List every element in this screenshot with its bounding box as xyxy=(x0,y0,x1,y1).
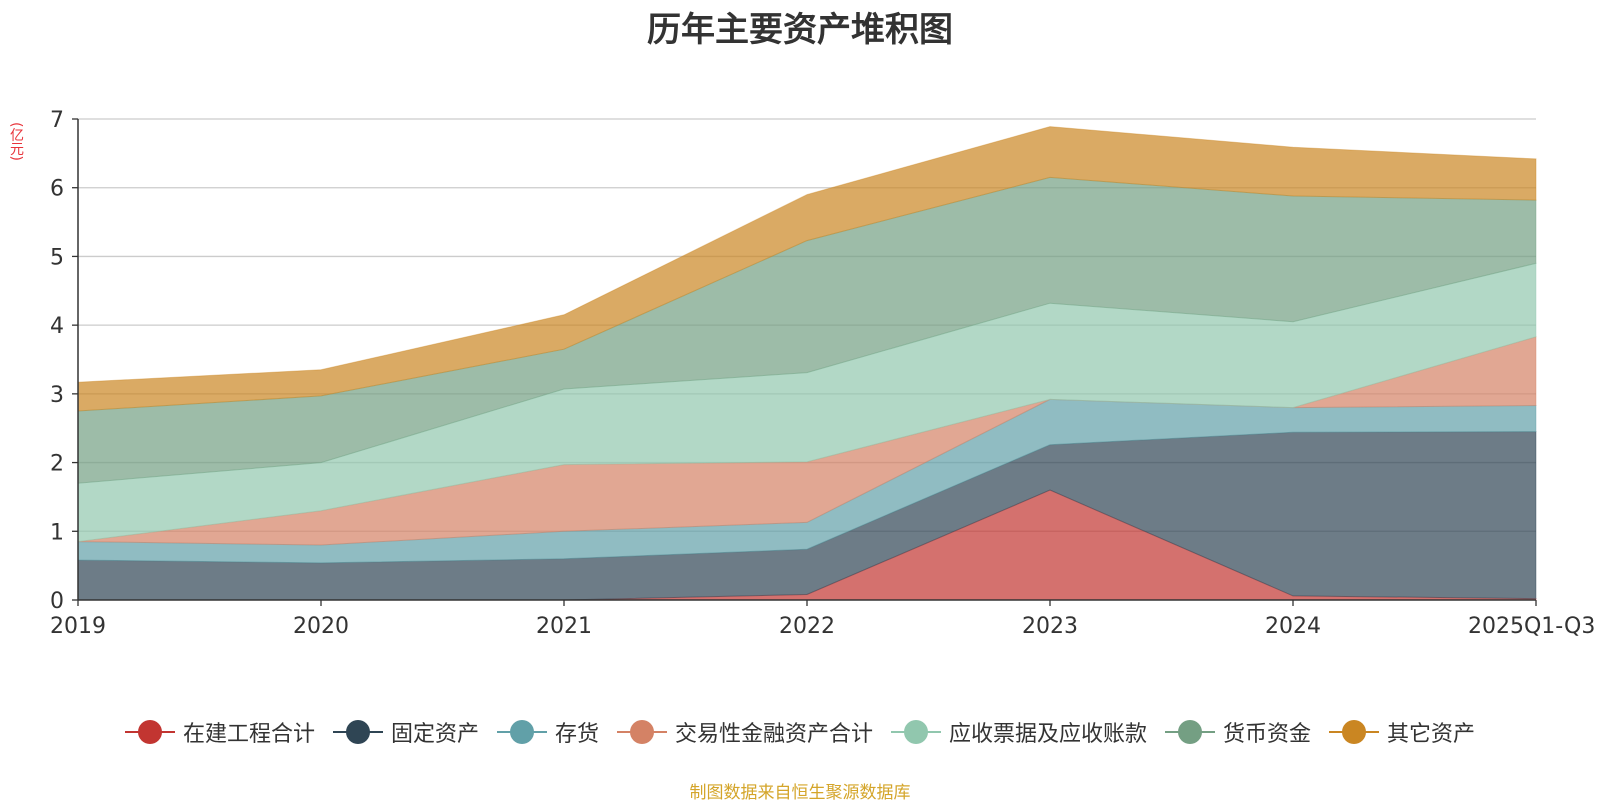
legend-marker-icon xyxy=(332,719,383,745)
x-tick-label: 2022 xyxy=(779,614,835,639)
legend-marker-icon xyxy=(496,719,547,745)
y-tick-label: 5 xyxy=(50,245,64,270)
y-tick-label: 0 xyxy=(50,589,64,614)
chart-title: 历年主要资产堆积图 xyxy=(647,10,953,50)
legend-marker-icon xyxy=(616,719,667,745)
y-tick-label: 3 xyxy=(50,383,64,408)
y-tick-label: 7 xyxy=(50,108,64,133)
axes xyxy=(77,119,1536,601)
x-tick-label: 2024 xyxy=(1265,614,1321,639)
source-note: 制图数据来自恒生聚源数据库 xyxy=(689,783,911,803)
y-tick-label: 6 xyxy=(50,177,64,202)
x-tick-label: 2021 xyxy=(536,614,592,639)
y-tick-label: 2 xyxy=(50,452,64,477)
legend-item[interactable]: 货币资金 xyxy=(1165,716,1311,748)
x-tick-label: 2020 xyxy=(293,614,349,639)
legend-item[interactable]: 交易性金融资产合计 xyxy=(616,716,873,748)
legend: 在建工程合计 固定资产 存货 交易性金融资产合计 应收票据及应收账款 货币资金 其它资产 xyxy=(0,716,1600,751)
legend-label: 交易性金融资产合计 xyxy=(674,722,873,747)
legend-item[interactable]: 固定资产 xyxy=(332,716,479,748)
legend-label: 固定资产 xyxy=(390,722,479,747)
legend-marker-icon xyxy=(1329,719,1380,745)
x-tick-label: 2019 xyxy=(50,614,106,639)
y-axis-unit-label: (亿元) xyxy=(8,122,24,161)
tick-labels: 0 1 2 3 4 5 6 7 2019 2020 2021 2022 2023 2024 2025Q1-Q… xyxy=(50,108,1595,639)
y-tick-label: 4 xyxy=(50,314,64,339)
legend-label: 存货 xyxy=(554,722,599,747)
legend-item[interactable]: 在建工程合计 xyxy=(124,716,315,748)
legend-item[interactable]: 存货 xyxy=(496,716,599,748)
x-tick-label: 2023 xyxy=(1022,614,1078,639)
legend-item[interactable]: 其它资产 xyxy=(1329,716,1475,748)
legend-label: 货币资金 xyxy=(1223,722,1312,747)
x-tick-label: 2025Q1-Q3 xyxy=(1468,614,1595,639)
legend-marker-icon xyxy=(891,719,941,745)
legend-marker-icon xyxy=(124,719,175,745)
legend-label: 在建工程合计 xyxy=(182,722,315,747)
series-areas xyxy=(77,126,1537,601)
legend-marker-icon xyxy=(1165,719,1216,745)
legend-label: 应收票据及应收账款 xyxy=(949,722,1148,747)
series-area[interactable] xyxy=(77,126,1537,412)
y-tick-label: 1 xyxy=(50,520,64,545)
legend-item[interactable]: 应收票据及应收账款 xyxy=(891,716,1147,748)
legend-label: 其它资产 xyxy=(1387,722,1476,747)
